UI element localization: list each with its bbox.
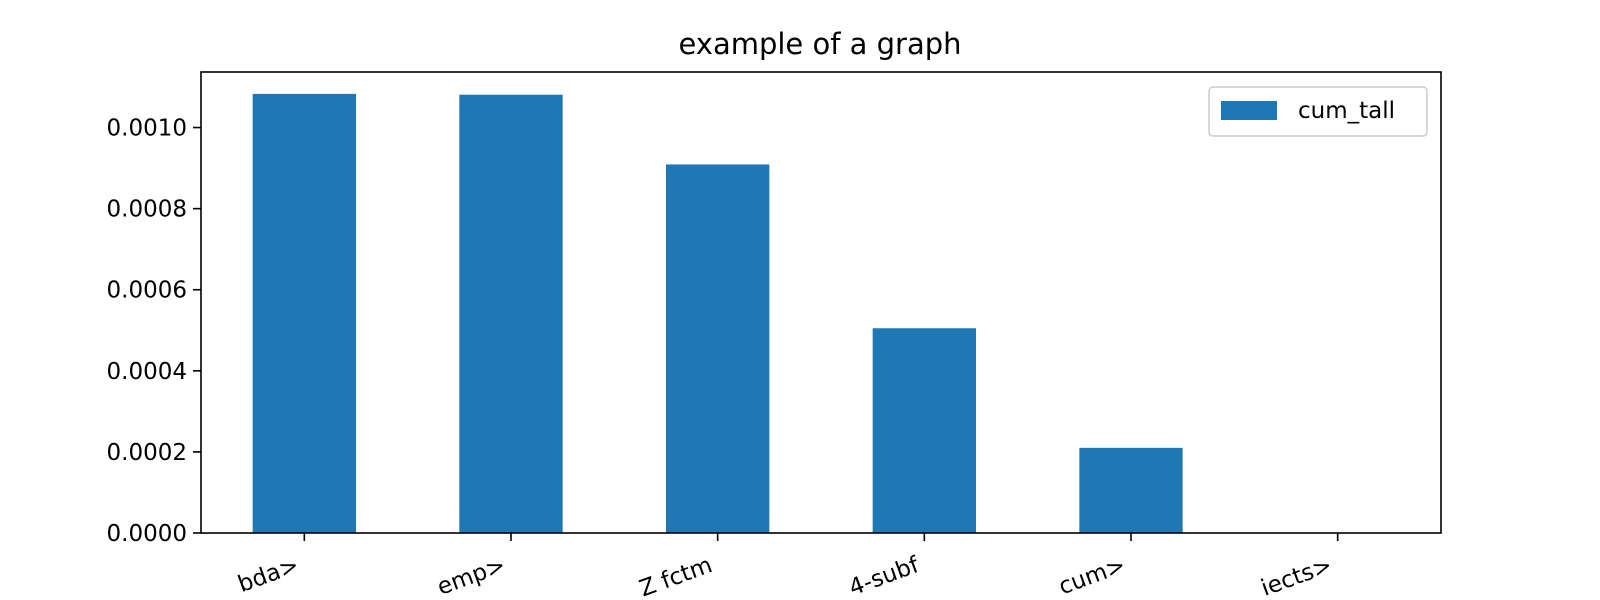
bar-3 [872, 328, 976, 533]
y-tick-label-3: 0.0006 [107, 278, 187, 304]
bar-2 [666, 164, 770, 533]
axes-layer: 0.00000.00020.00040.00060.00080.0010bda>… [107, 71, 1442, 600]
legend-label: cum_tall [1298, 98, 1395, 124]
chart-title: example of a graph [678, 27, 961, 61]
bars-layer [252, 93, 1183, 534]
y-tick-label-2: 0.0004 [107, 359, 187, 385]
bar-4 [1079, 447, 1183, 533]
legend-frame [1208, 86, 1428, 137]
y-tick-label-4: 0.0008 [107, 197, 187, 223]
legend: cum_tall [1208, 86, 1428, 137]
y-tick-label-0: 0.0000 [107, 521, 187, 547]
plot-frame [200, 71, 1442, 534]
y-tick-label-5: 0.0010 [107, 116, 187, 142]
bar-0 [252, 93, 356, 533]
y-tick-label-1: 0.0002 [107, 440, 187, 466]
legend-swatch [1221, 101, 1277, 120]
bar-1 [459, 94, 563, 534]
